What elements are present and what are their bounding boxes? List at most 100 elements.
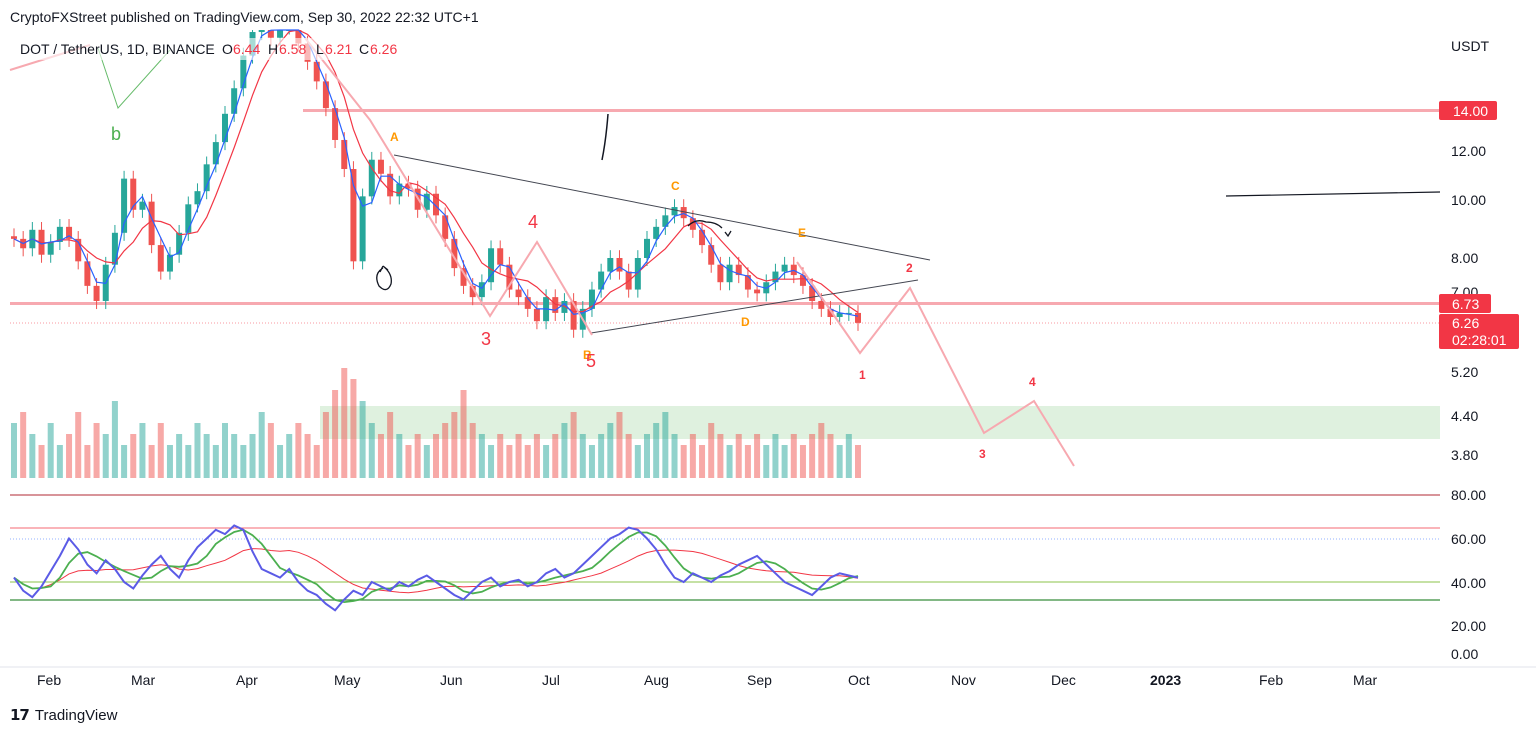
candle-body [561, 300, 568, 313]
volume-bar [579, 434, 586, 478]
volume-bar [185, 445, 192, 478]
wave-label-4-projected: 4 [1029, 375, 1036, 389]
volume-bar [405, 445, 412, 478]
time-tick: Dec [1051, 672, 1076, 688]
candle-body [222, 113, 228, 143]
volume-bar [75, 412, 82, 478]
volume-bar [818, 423, 825, 478]
candle-body [277, 30, 284, 38]
volume-bar [304, 434, 311, 478]
price-tag-last: 6.26 02:28:01 [1439, 314, 1519, 349]
volume-bar [699, 445, 706, 478]
candle-body [653, 226, 660, 239]
candle-body [754, 289, 761, 294]
wave-label-b: b [111, 124, 121, 144]
time-tick: 2023 [1150, 672, 1181, 688]
tradingview-footer[interactable]: 17 TradingView [10, 706, 117, 724]
price-tick: 8.00 [1451, 250, 1478, 266]
rsi-axis[interactable]: 80.00 60.00 40.00 20.00 0.00 [1451, 487, 1486, 662]
time-axis[interactable]: Feb Mar Apr May Jun Jul Aug Sep Oct Nov … [37, 672, 1377, 688]
price-tag-14-text: 14.00 [1453, 103, 1488, 119]
volume-bar [497, 434, 504, 478]
volume-bar [20, 412, 27, 478]
volume-bar [286, 434, 293, 478]
wave-label-2-projected: 2 [906, 261, 913, 275]
volume-bar [616, 412, 623, 478]
volume-bar [396, 434, 403, 478]
down-arrow-scribble [687, 220, 732, 238]
price-tag-14: 14.00 [1439, 101, 1497, 120]
close-value: 6.26 [370, 41, 397, 57]
volume-bar [744, 445, 751, 478]
volume-bar [359, 401, 366, 478]
time-tick: Jun [440, 672, 463, 688]
volume-bar [781, 445, 788, 478]
volume-bar [11, 423, 17, 478]
volume-bar [258, 412, 265, 478]
candle-body [460, 268, 467, 286]
volume-bar [166, 445, 173, 478]
candle-body [295, 30, 302, 44]
candle-body [497, 248, 504, 265]
volume-bar [552, 434, 559, 478]
resistance-line-14 [303, 109, 1440, 112]
volume-bar [598, 434, 605, 478]
candle-body [194, 191, 201, 205]
candle-body [680, 207, 687, 219]
volume-bar [717, 434, 724, 478]
candle-body [735, 264, 742, 276]
candle-body [708, 245, 715, 265]
candle-body [111, 232, 118, 265]
price-tag-level-text: 6.73 [1452, 296, 1479, 312]
rsi-ma-red [13, 548, 859, 594]
wave-label-4-historic: 4 [528, 212, 538, 232]
volume-bar [377, 434, 384, 478]
volume-bar [38, 445, 45, 478]
candle-body [84, 261, 91, 286]
volume-bar [763, 445, 770, 478]
volume-bar [451, 412, 458, 478]
volume-bar [387, 412, 394, 478]
volume-bar [322, 412, 329, 478]
drawn-line-vertical [601, 113, 609, 161]
candle-body [827, 308, 834, 318]
volume-bar [102, 434, 109, 478]
candle-body [772, 271, 779, 283]
wave-projection [796, 261, 1075, 467]
volume-bar [368, 423, 375, 478]
candle-body [350, 169, 357, 262]
high-label: H [268, 41, 278, 57]
wave-label-3-historic: 3 [481, 329, 491, 349]
candle-body [322, 81, 329, 109]
candle-body [56, 226, 63, 242]
volume-bar [478, 434, 485, 478]
wave-label-D: D [741, 315, 750, 329]
volume-bar [524, 445, 531, 478]
candle-body [744, 275, 751, 290]
candle-body [607, 258, 614, 272]
volume-bar [121, 445, 128, 478]
volume-bar [313, 445, 320, 478]
candle-body [166, 254, 173, 272]
time-tick: Mar [1353, 672, 1377, 688]
candle-body [855, 312, 861, 323]
candle-body [598, 271, 605, 290]
wave-path-historic [304, 37, 593, 336]
volume-bar [533, 434, 540, 478]
volume-bar [735, 434, 742, 478]
resistance-line-673 [10, 302, 1440, 305]
candle-body [332, 108, 339, 140]
candle-body [469, 285, 476, 298]
rsi-line [13, 524, 859, 612]
candle-body [570, 300, 577, 330]
volume-bar [680, 445, 687, 478]
volume-bar [249, 434, 256, 478]
volume-bar [543, 445, 550, 478]
volume-bar [203, 434, 210, 478]
candle-body [75, 238, 82, 262]
candle-body [524, 297, 531, 309]
candle-body [662, 215, 669, 227]
wave-labels: b A 3 4 B 5 C E D 2 1 4 3 [111, 124, 1036, 461]
low-value: 6.21 [325, 41, 352, 57]
